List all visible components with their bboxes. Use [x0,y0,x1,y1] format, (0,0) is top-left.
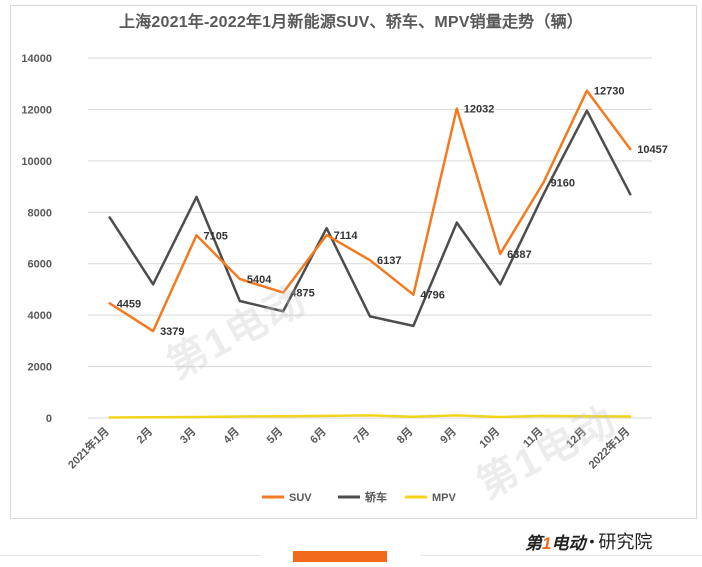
data-label: 3379 [160,326,184,338]
footer-divider [0,555,262,556]
y-tick-label: 10000 [21,156,52,168]
x-tick-label: 3月 [177,425,198,446]
y-tick-label: 6000 [28,259,52,271]
brand-suffix: 研究院 [598,532,653,552]
data-label: 4796 [420,290,444,302]
footer-accent-bar [293,551,387,562]
data-label: 5404 [247,274,272,286]
legend-label: 轿车 [365,490,387,504]
x-tick-label: 7月 [351,425,372,446]
brand-logo: 第1电动 • 研究院 [525,528,652,554]
x-tick-label: 5月 [264,425,285,446]
series-line-轿车 [108,109,632,328]
series-line-SUV [108,89,632,333]
chart-frame [10,5,697,519]
x-tick-label: 6月 [307,425,328,446]
data-label: 12032 [464,104,495,116]
y-tick-label: 14000 [21,53,52,65]
y-tick-label: 2000 [28,362,52,374]
brand-dot: • [589,533,595,549]
data-label: 4875 [290,288,314,300]
x-tick-label: 2月 [134,425,155,446]
x-tick-label: 2021年1月 [65,424,112,471]
x-tick-label: 9月 [438,425,459,446]
y-tick-label: 4000 [28,310,52,322]
y-tick-label: 0 [46,413,52,425]
data-label: 12730 [594,86,625,98]
brand-mark: 第1电动 [525,533,586,553]
x-tick-label: 4月 [221,425,242,446]
y-tick-label: 8000 [28,207,52,219]
legend-label: MPV [432,492,457,504]
y-tick-label: 12000 [21,104,52,116]
data-label: 6387 [507,249,531,261]
data-label: 7105 [203,230,227,242]
data-label: 4459 [117,298,141,310]
series-line-MPV [108,414,632,419]
data-label: 9160 [551,177,575,189]
legend-label: SUV [289,492,312,504]
footer-divider [420,555,702,556]
data-label: 6137 [377,255,401,267]
data-label: 10457 [637,144,668,156]
x-tick-label: 8月 [394,425,415,446]
chart-title: 上海2021年-2022年1月新能源SUV、轿车、MPV销量走势（辆） [119,14,583,31]
data-label: 7114 [334,230,359,242]
